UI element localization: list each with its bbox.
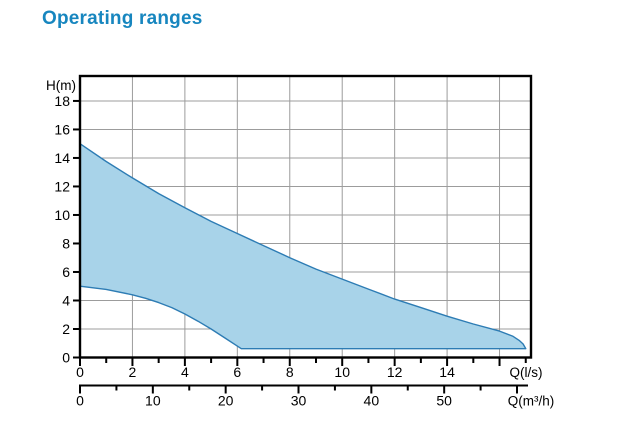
x1-axis-tick-label: 0 <box>76 364 84 380</box>
x2-axis-unit-label: Q(m³/h) <box>508 394 555 409</box>
x1-axis-tick-label: 14 <box>439 364 455 380</box>
x1-axis-unit-label: Q(l/s) <box>510 365 543 380</box>
y-axis-tick-label: 4 <box>62 292 70 308</box>
y-axis-tick-label: 2 <box>62 321 70 337</box>
x2-axis-tick-label: 30 <box>291 393 307 409</box>
x1-axis-tick-label: 4 <box>181 364 189 380</box>
x1-axis-tick-label: 8 <box>286 364 294 380</box>
x1-axis-tick-label: 12 <box>387 364 403 380</box>
x1-axis-tick-label: 2 <box>129 364 137 380</box>
y-axis-tick-label: 8 <box>62 235 70 251</box>
x1-axis-tick-label: 10 <box>334 364 350 380</box>
operating-range-area <box>79 143 527 350</box>
y-axis-tick-label: 10 <box>54 207 70 223</box>
y-axis-tick-label: 12 <box>54 178 70 194</box>
chart-title: Operating ranges <box>42 8 203 29</box>
x2-axis-tick-label: 40 <box>364 393 380 409</box>
x2-axis-tick-label: 0 <box>76 393 84 409</box>
y-axis-tick-label: 18 <box>54 93 70 109</box>
y-axis-tick-label: 6 <box>62 264 70 280</box>
y-axis-tick-label: 0 <box>62 350 70 366</box>
y-axis-unit-label: H(m) <box>46 78 76 93</box>
x2-axis-tick-label: 10 <box>145 393 161 409</box>
x2-axis-tick-label: 20 <box>218 393 234 409</box>
y-axis-tick-label: 16 <box>54 121 70 137</box>
x2-axis-tick-label: 50 <box>436 393 452 409</box>
x1-axis-tick-label: 6 <box>233 364 241 380</box>
y-axis-tick-label: 14 <box>54 150 70 166</box>
plot-border <box>78 74 533 359</box>
